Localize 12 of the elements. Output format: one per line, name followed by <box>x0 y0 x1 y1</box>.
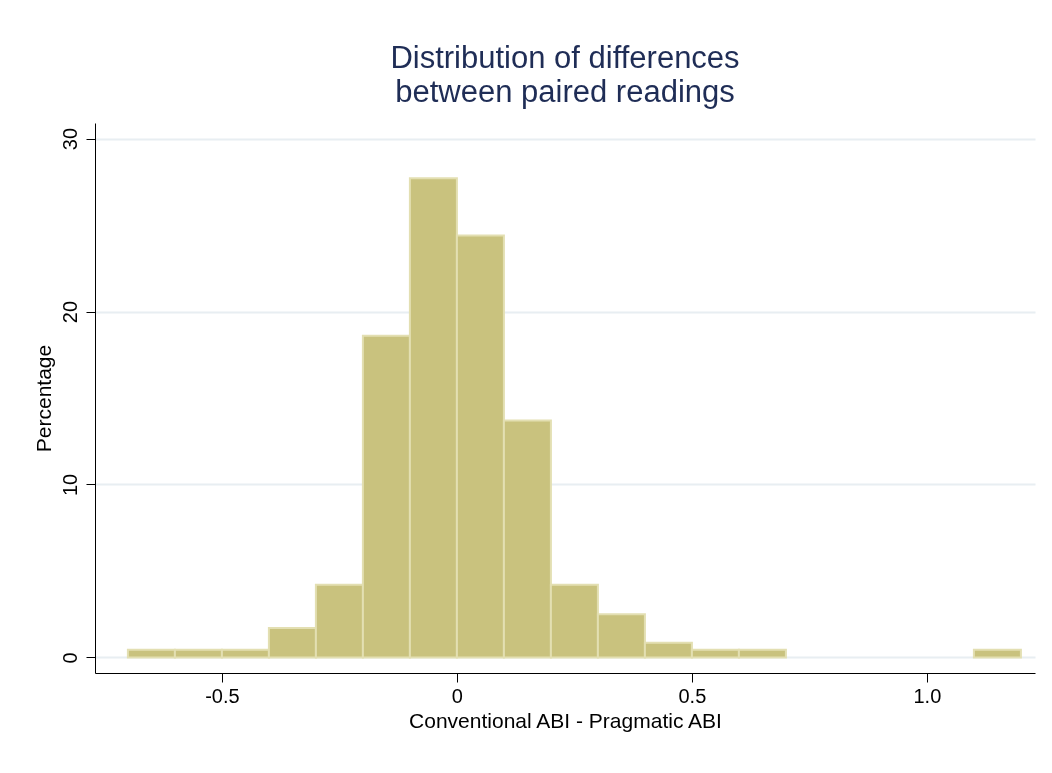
y-axis-title: Percentage <box>31 344 55 453</box>
x-tick-label: -0.5 <box>205 684 240 707</box>
y-tick-label: 30 <box>58 127 81 151</box>
text: between paired readings <box>395 74 735 109</box>
x-tick-label: 0 <box>451 684 463 707</box>
y-tick-label: 20 <box>58 300 81 324</box>
x-axis-title: Conventional ABI - Pragmatic ABI <box>409 708 722 732</box>
y-tick-label: 0 <box>58 652 81 664</box>
x-tick-label: 0.5 <box>678 684 707 707</box>
y-tick-label: 10 <box>58 473 81 497</box>
x-tick-label: 1.0 <box>913 684 942 707</box>
text: Distribution of differences <box>390 40 740 75</box>
